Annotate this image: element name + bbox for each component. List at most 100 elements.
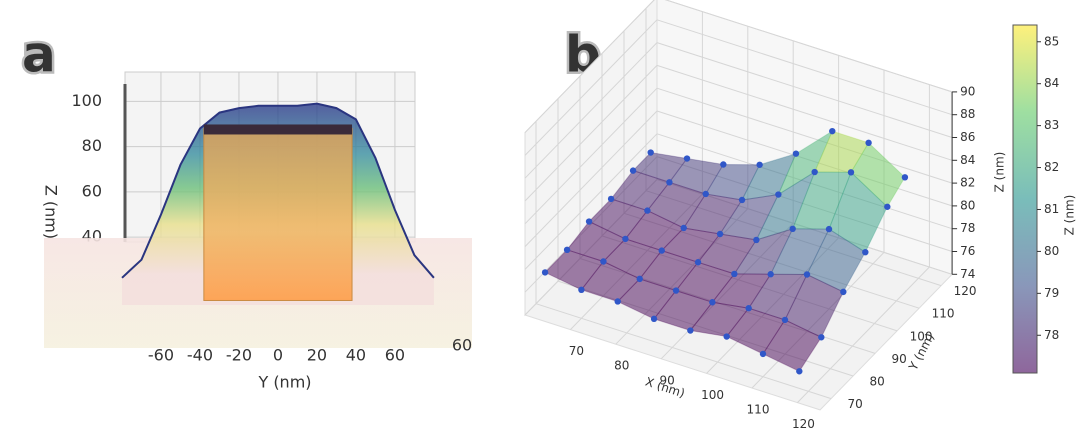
- y-axis-label: Y (nm): [257, 373, 311, 392]
- grid-line: [535, 303, 832, 400]
- data-point: [666, 179, 673, 186]
- y-tick-label: 90: [891, 352, 906, 366]
- x-tick-label: 70: [569, 344, 584, 358]
- data-point: [694, 259, 702, 266]
- data-point: [647, 149, 654, 156]
- data-point: [775, 191, 782, 198]
- colorbar-tick-label: 79: [1044, 286, 1059, 300]
- y-tick-label: 100: [910, 329, 933, 343]
- grid-line: [524, 19, 658, 156]
- data-point: [716, 230, 724, 238]
- data-point: [901, 174, 909, 181]
- data-point: [644, 207, 651, 214]
- grid-line: [797, 266, 930, 403]
- data-point: [738, 196, 746, 204]
- data-point: [884, 203, 891, 210]
- data-point: [614, 298, 621, 305]
- y-tick-label: 20: [307, 346, 327, 365]
- z-tick-label: 76: [960, 244, 975, 258]
- z-tick-label: 60: [82, 181, 102, 200]
- data-point: [563, 246, 571, 254]
- colorbar-tick-label: 80: [1044, 244, 1059, 258]
- z-tick-label: 80: [960, 198, 975, 212]
- data-point: [607, 195, 615, 203]
- y-tick-label: 110: [932, 307, 955, 321]
- y-tick-label: 70: [847, 397, 862, 411]
- data-point: [745, 305, 752, 312]
- data-point: [687, 327, 694, 334]
- data-point: [865, 139, 872, 147]
- data-point: [825, 225, 833, 233]
- data-point: [753, 236, 760, 244]
- y-tick-label: -40: [187, 346, 213, 365]
- y-tick-label: 0: [273, 346, 283, 365]
- colorbar-tick-label: 82: [1044, 160, 1059, 174]
- colorbar: [1012, 24, 1038, 374]
- data-point: [702, 190, 709, 198]
- z-axis-label: Z (nm): [993, 152, 1007, 193]
- data-point: [811, 168, 818, 176]
- colorbar-tick-label: 81: [1044, 202, 1059, 216]
- data-point: [600, 258, 607, 265]
- y-tick-label: -20: [226, 346, 252, 365]
- grid-line: [524, 133, 658, 270]
- data-point: [731, 270, 738, 278]
- data-point: [796, 368, 803, 375]
- data-point: [541, 269, 549, 276]
- data-point: [803, 271, 811, 278]
- grid-line: [656, 19, 953, 116]
- z-tick-label: 100: [71, 91, 102, 110]
- z-tick-label: 82: [960, 176, 975, 190]
- x-tick-label: 110: [747, 403, 770, 417]
- grid-line: [656, 42, 953, 138]
- x-tick-label: 120: [792, 417, 815, 430]
- y-tick-label: 80: [869, 375, 884, 389]
- grid-line: [524, 65, 658, 202]
- y-tick-label: 40: [346, 346, 366, 365]
- grid-line: [524, 87, 658, 225]
- z-tick-label: 74: [960, 267, 975, 281]
- x-tick-label: 100: [701, 388, 724, 402]
- data-point: [840, 288, 847, 296]
- data-point: [862, 248, 869, 256]
- z-axis-label: Z (nm): [42, 185, 61, 239]
- grid-line: [656, 64, 953, 161]
- grid-line: [524, 42, 658, 179]
- panel-letter: a: [22, 26, 56, 84]
- z-tick-label: 88: [960, 107, 975, 121]
- data-point: [629, 167, 637, 174]
- z-tick-label: 78: [960, 221, 975, 235]
- z-tick-label: 90: [960, 84, 975, 98]
- grid-line: [524, 110, 658, 247]
- block: [203, 127, 353, 301]
- data-point: [720, 161, 727, 168]
- colorbar-tick-label: 83: [1044, 118, 1059, 132]
- data-point: [709, 299, 716, 306]
- data-point: [781, 316, 789, 324]
- x-tick-label: 90: [660, 373, 675, 387]
- data-point: [829, 127, 836, 135]
- data-point: [658, 247, 665, 254]
- data-point: [847, 169, 855, 176]
- y-tick-label: 120: [954, 284, 977, 298]
- y-tick-label: -60: [148, 346, 174, 365]
- z-tick-label: 80: [82, 136, 102, 155]
- colorbar-label: Z (nm): [1063, 195, 1077, 236]
- data-point: [756, 161, 763, 168]
- data-point: [818, 334, 825, 341]
- grid-line: [664, 0, 953, 93]
- data-point: [789, 225, 796, 233]
- data-point: [759, 350, 767, 358]
- z-tick-label: 84: [960, 153, 975, 167]
- surface-edge: [121, 102, 435, 279]
- colorbar-tick-label: 84: [1044, 76, 1059, 90]
- data-point: [672, 287, 680, 294]
- data-point: [680, 224, 687, 232]
- grid-line: [524, 0, 655, 133]
- data-point: [636, 275, 643, 283]
- colorbar-tick-label: 85: [1044, 34, 1059, 48]
- data-point: [650, 315, 658, 323]
- data-point: [683, 155, 691, 162]
